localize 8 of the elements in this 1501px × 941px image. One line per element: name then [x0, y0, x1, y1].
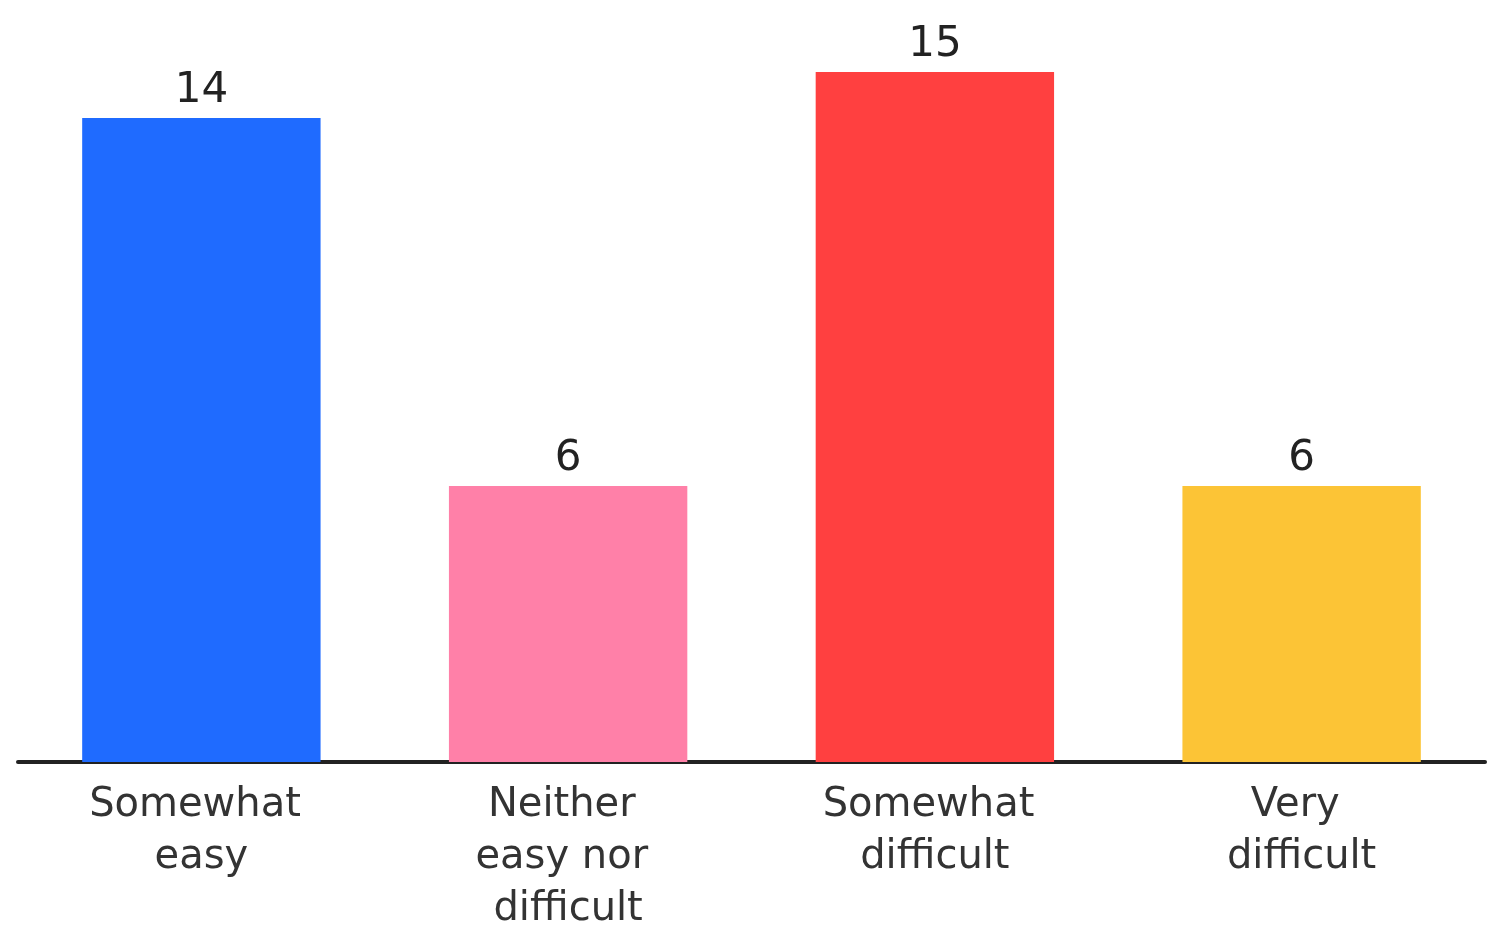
x-tick-label: Very difficult [1226, 779, 1377, 877]
x-tick-label: Somewhat difficult [822, 779, 1048, 877]
x-tick-label: Neither easy nor difficult [475, 779, 661, 929]
data-label: 14 [174, 62, 229, 112]
data-label: 15 [908, 16, 962, 66]
data-label: 6 [554, 430, 582, 480]
data-label: 6 [1288, 430, 1315, 480]
x-tick-label: Somewhat easy [89, 779, 314, 877]
